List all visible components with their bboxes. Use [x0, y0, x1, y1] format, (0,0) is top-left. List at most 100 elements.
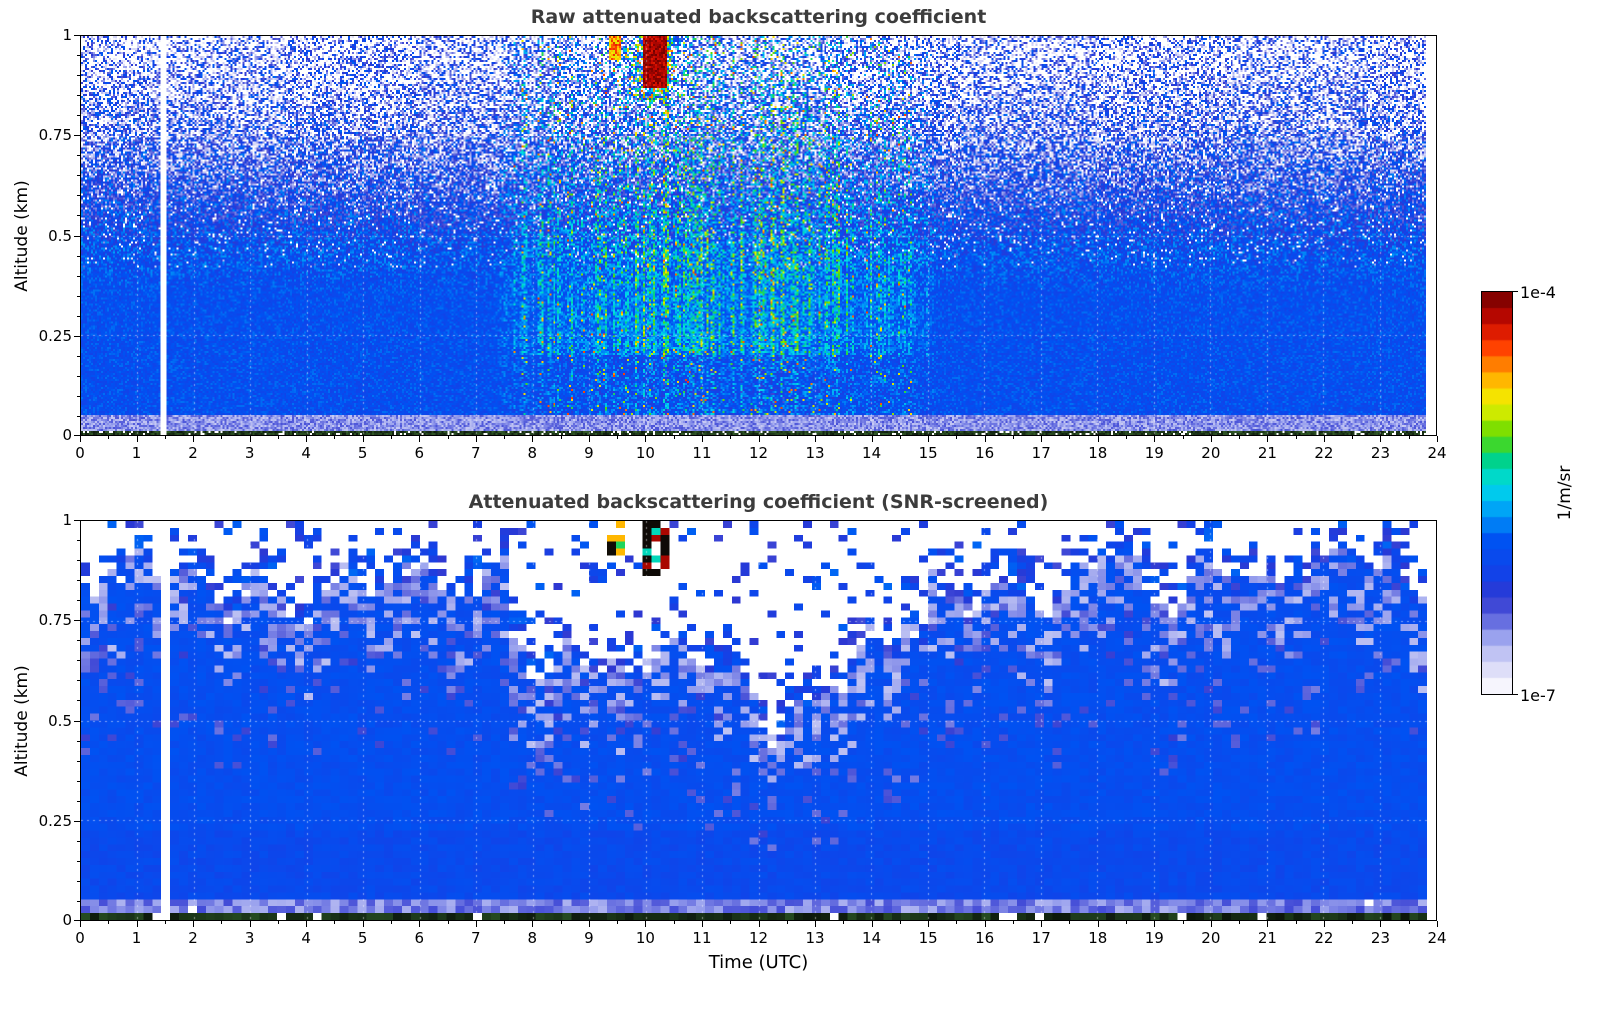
x-minor-tick-mark: [843, 921, 845, 924]
x-tick-mark: [1267, 921, 1269, 927]
y-tick-mark: [74, 720, 80, 722]
y-minor-tick-mark: [77, 355, 80, 357]
x-minor-tick-mark: [277, 436, 279, 439]
x-tick-label: 0: [75, 444, 85, 462]
x-tick-mark: [532, 436, 534, 442]
y-minor-tick-mark: [77, 640, 80, 642]
x-minor-tick-mark: [899, 436, 901, 439]
x-tick-mark: [419, 921, 421, 927]
y-tick-mark: [74, 35, 80, 36]
x-tick-mark: [928, 436, 930, 442]
y-minor-tick-mark: [77, 580, 80, 582]
x-tick-mark: [306, 921, 308, 927]
x-tick-label: 24: [1427, 929, 1447, 947]
y-tick-label: 0.5: [48, 711, 72, 730]
x-tick-mark: [1097, 436, 1099, 442]
plot-title-raw: Raw attenuated backscattering coefficien…: [530, 6, 987, 28]
x-minor-tick-mark: [560, 436, 562, 439]
x-tick-label: 2: [188, 929, 198, 947]
x-minor-tick-mark: [221, 921, 223, 924]
y-tick-label: 0.25: [38, 326, 72, 345]
x-tick-label: 12: [748, 444, 769, 462]
x-minor-tick-mark: [1012, 921, 1014, 924]
y-minor-tick-mark: [77, 780, 80, 782]
x-tick-mark: [645, 436, 647, 442]
gridlines-overlay-top: [81, 36, 1436, 435]
x-tick-mark: [871, 436, 873, 442]
y-minor-tick-mark: [77, 215, 80, 217]
y-minor-tick-mark: [77, 295, 80, 297]
x-tick-label: 6: [414, 929, 425, 947]
x-minor-tick-mark: [164, 436, 166, 439]
y-tick-mark: [74, 920, 80, 921]
x-minor-tick-mark: [1069, 436, 1071, 439]
x-minor-tick-mark: [447, 436, 449, 439]
x-tick-mark: [1041, 921, 1043, 927]
y-minor-tick-mark: [77, 540, 80, 542]
x-minor-tick-mark: [899, 921, 901, 924]
x-tick-mark: [362, 921, 364, 927]
x-tick-label: 22: [1314, 444, 1334, 462]
x-tick-mark: [984, 921, 986, 927]
y-minor-tick-mark: [77, 760, 80, 762]
y-minor-tick-mark: [77, 55, 80, 57]
x-tick-mark: [871, 921, 873, 927]
x-tick-mark: [1267, 436, 1269, 442]
x-tick-mark: [984, 436, 986, 442]
x-tick-mark: [1210, 436, 1212, 442]
x-tick-mark: [758, 436, 760, 442]
y-minor-tick-mark: [77, 395, 80, 397]
x-tick-mark: [249, 436, 251, 442]
y-minor-tick-mark: [77, 375, 80, 377]
y-minor-tick-mark: [77, 900, 80, 902]
x-minor-tick-mark: [617, 436, 619, 439]
x-tick-label: 1: [131, 444, 142, 462]
x-minor-tick-mark: [504, 921, 506, 924]
x-tick-mark: [193, 436, 195, 442]
x-minor-tick-mark: [390, 436, 392, 439]
x-tick-mark: [1097, 921, 1099, 927]
x-tick-label: 1: [131, 929, 142, 947]
x-tick-mark: [588, 436, 590, 442]
x-tick-mark: [701, 921, 703, 927]
gridlines-overlay-bottom: [81, 521, 1436, 920]
x-tick-label: 8: [527, 444, 538, 462]
x-tick-mark: [815, 921, 817, 927]
x-tick-mark: [1154, 921, 1156, 927]
x-tick-mark: [928, 921, 930, 927]
x-minor-tick-mark: [334, 921, 336, 924]
x-tick-mark: [136, 921, 138, 927]
y-minor-tick-mark: [77, 175, 80, 177]
x-tick-label: 19: [1144, 444, 1164, 462]
x-minor-tick-mark: [221, 436, 223, 439]
y-minor-tick-mark: [77, 860, 80, 862]
x-tick-label: 13: [805, 444, 825, 462]
y-tick-label: 0: [62, 911, 72, 929]
y-minor-tick-mark: [77, 75, 80, 77]
x-minor-tick-mark: [390, 921, 392, 924]
x-tick-label: 0: [75, 929, 85, 947]
x-tick-mark: [645, 921, 647, 927]
x-tick-label: 14: [862, 929, 882, 947]
x-tick-mark: [1437, 921, 1438, 927]
x-minor-tick-mark: [164, 921, 166, 924]
y-minor-tick-mark: [77, 275, 80, 277]
y-minor-tick-mark: [77, 880, 80, 882]
x-tick-mark: [193, 921, 195, 927]
y-tick-mark: [74, 235, 80, 237]
x-tick-mark: [815, 436, 817, 442]
x-minor-tick-mark: [617, 921, 619, 924]
x-tick-mark: [136, 436, 138, 442]
y-minor-tick-mark: [77, 95, 80, 97]
x-tick-label: 24: [1427, 444, 1447, 462]
y-minor-tick-mark: [77, 600, 80, 602]
x-tick-label: 3: [244, 929, 255, 947]
y-tick-label: 0.75: [38, 611, 72, 630]
x-tick-label: 10: [635, 929, 655, 947]
x-tick-mark: [1380, 436, 1382, 442]
y-tick-mark: [74, 335, 80, 337]
colorbar-max-tick-label: 1e-4: [1520, 283, 1556, 302]
x-tick-mark: [475, 921, 477, 927]
x-tick-label: 13: [805, 929, 825, 947]
colorbar-max-tick-mark: [1513, 291, 1518, 292]
